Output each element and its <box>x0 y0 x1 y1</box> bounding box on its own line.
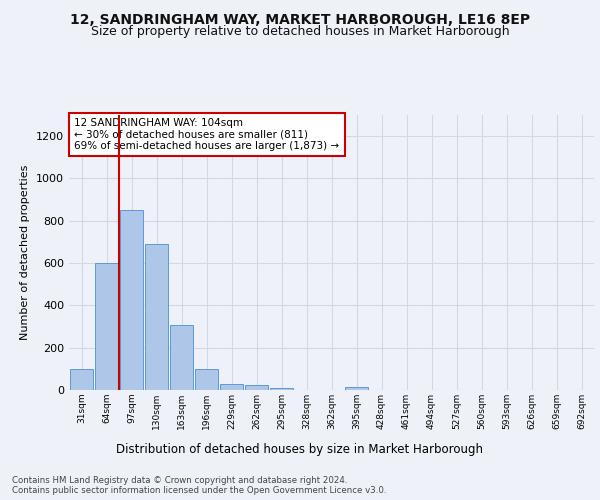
Bar <box>170 326 193 390</box>
Text: 12, SANDRINGHAM WAY, MARKET HARBOROUGH, LE16 8EP: 12, SANDRINGHAM WAY, MARKET HARBOROUGH, … <box>70 12 530 26</box>
Text: Distribution of detached houses by size in Market Harborough: Distribution of detached houses by size … <box>116 442 484 456</box>
Text: Size of property relative to detached houses in Market Harborough: Size of property relative to detached ho… <box>91 25 509 38</box>
Bar <box>245 384 268 390</box>
Bar <box>220 384 243 390</box>
Bar <box>345 387 368 390</box>
Text: Contains HM Land Registry data © Crown copyright and database right 2024.
Contai: Contains HM Land Registry data © Crown c… <box>12 476 386 495</box>
Bar <box>120 210 143 390</box>
Bar <box>195 369 218 390</box>
Y-axis label: Number of detached properties: Number of detached properties <box>20 165 31 340</box>
Bar <box>70 369 93 390</box>
Bar <box>95 263 118 390</box>
Bar <box>270 388 293 390</box>
Text: 12 SANDRINGHAM WAY: 104sqm
← 30% of detached houses are smaller (811)
69% of sem: 12 SANDRINGHAM WAY: 104sqm ← 30% of deta… <box>74 118 340 151</box>
Bar <box>145 244 168 390</box>
